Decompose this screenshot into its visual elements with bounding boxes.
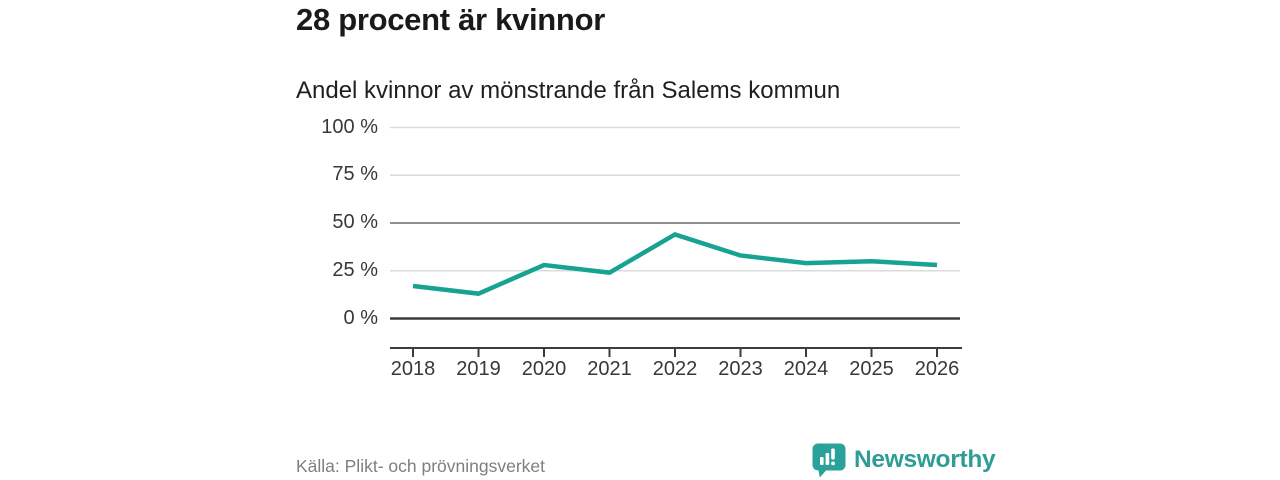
- source-note: Källa: Plikt- och prövningsverket: [296, 456, 545, 476]
- chart-subtitle: Andel kvinnor av mönstrande från Salems …: [296, 77, 841, 104]
- x-tick-label-2020: 2020: [521, 358, 567, 380]
- x-tick-label-2023: 2023: [718, 358, 763, 380]
- x-tick-label-2021: 2021: [587, 358, 632, 380]
- x-tick-label-2019: 2019: [456, 358, 501, 380]
- y-tick-label-50: 50 %: [332, 211, 378, 233]
- x-tick-label-2024: 2024: [783, 358, 829, 380]
- newsworthy-logo-icon: [812, 443, 846, 478]
- x-tick-label-2022: 2022: [652, 358, 698, 380]
- x-tick-label-2018: 2018: [390, 358, 436, 380]
- y-tick-label-0: 0 %: [343, 306, 378, 329]
- y-tick-label-75: 75 %: [332, 163, 378, 186]
- x-tick-label-2026: 2026: [914, 358, 960, 380]
- brand-footer: Newsworthy: [812, 443, 996, 478]
- y-tick-label-25: 25 %: [332, 258, 378, 281]
- data-line-andel-kvinnor: [412, 232, 938, 296]
- y-tick-label-100: 100 %: [321, 115, 378, 138]
- brand-wordmark: Newsworthy: [854, 446, 996, 473]
- chart-headline: 28 procent är kvinnor: [296, 2, 605, 37]
- x-tick-label-2025: 2025: [849, 358, 894, 380]
